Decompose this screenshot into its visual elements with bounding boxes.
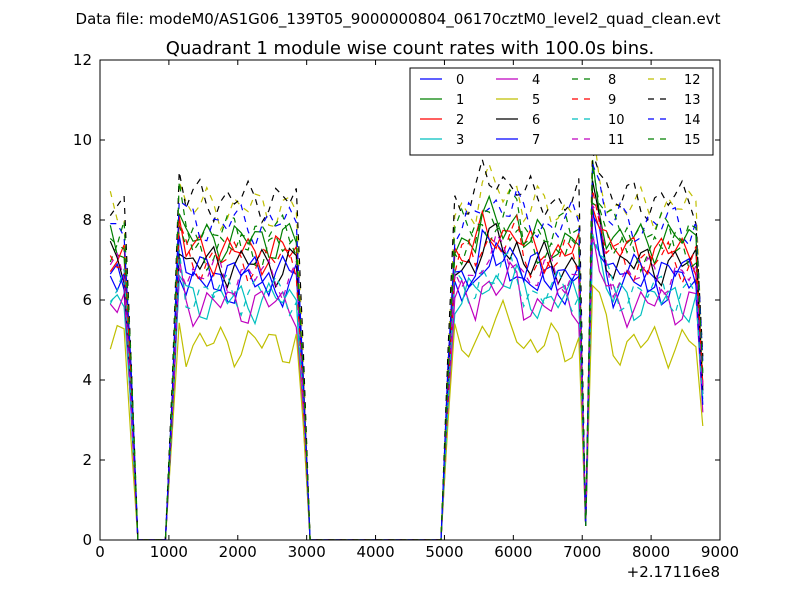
y-tick-label: 2 bbox=[82, 451, 92, 469]
legend-label-2: 2 bbox=[456, 113, 464, 128]
x-axis: 0 1000 2000 3000 4000 5000 6000 7000 8000 9000 bbox=[95, 60, 739, 561]
x-tick-label: 3000 bbox=[288, 543, 326, 561]
legend-label-9: 9 bbox=[608, 93, 616, 108]
x-tick-label: 4000 bbox=[356, 543, 394, 561]
chart-title: Quadrant 1 module wise count rates with … bbox=[166, 38, 655, 59]
series-line-10 bbox=[109, 234, 704, 540]
x-tick-label: 8000 bbox=[632, 543, 670, 561]
legend-label-6: 6 bbox=[532, 113, 540, 128]
legend-label-0: 0 bbox=[456, 73, 464, 88]
series-line-7 bbox=[109, 208, 704, 540]
legend-label-5: 5 bbox=[532, 93, 540, 108]
y-tick-label: 12 bbox=[73, 51, 92, 69]
series-line-6 bbox=[109, 180, 704, 540]
x-tick-label: 1000 bbox=[150, 543, 188, 561]
legend-label-1: 1 bbox=[456, 93, 464, 108]
series-line-13 bbox=[109, 152, 704, 540]
x-tick-label: 2000 bbox=[219, 543, 257, 561]
series-line-11 bbox=[109, 203, 704, 540]
y-tick-label: 8 bbox=[82, 211, 92, 229]
series-line-9 bbox=[109, 189, 704, 540]
x-tick-label: 0 bbox=[95, 543, 105, 561]
y-tick-label: 0 bbox=[82, 531, 92, 549]
series-line-8 bbox=[109, 202, 704, 540]
legend-label-11: 11 bbox=[608, 133, 625, 148]
x-tick-label: 7000 bbox=[563, 543, 601, 561]
series-layer bbox=[109, 124, 704, 540]
series-line-3 bbox=[109, 240, 704, 540]
legend-box bbox=[409, 67, 714, 156]
legend-label-10: 10 bbox=[608, 113, 625, 128]
series-line-5 bbox=[109, 284, 704, 540]
y-tick-label: 10 bbox=[73, 131, 92, 149]
x-tick-label: 6000 bbox=[494, 543, 532, 561]
legend-label-12: 12 bbox=[684, 73, 701, 88]
legend-label-4: 4 bbox=[532, 73, 540, 88]
legend-label-3: 3 bbox=[456, 133, 464, 148]
legend-label-14: 14 bbox=[684, 113, 701, 128]
y-tick-label: 6 bbox=[82, 291, 92, 309]
series-line-12 bbox=[109, 124, 704, 540]
legend-label-15: 15 bbox=[684, 133, 701, 148]
y-tick-label: 4 bbox=[82, 371, 92, 389]
series-line-15 bbox=[109, 167, 704, 540]
legend-label-8: 8 bbox=[608, 73, 616, 88]
x-offset-label: +2.17116e8 bbox=[627, 563, 720, 581]
series-line-2 bbox=[109, 207, 704, 540]
legend-label-13: 13 bbox=[684, 93, 701, 108]
x-tick-label: 9000 bbox=[701, 543, 739, 561]
legend-label-7: 7 bbox=[532, 133, 540, 148]
series-line-4 bbox=[109, 233, 704, 540]
figure-suptitle: Data file: modeM0/AS1G06_139T05_90000008… bbox=[76, 10, 721, 29]
x-tick-label: 5000 bbox=[425, 543, 463, 561]
